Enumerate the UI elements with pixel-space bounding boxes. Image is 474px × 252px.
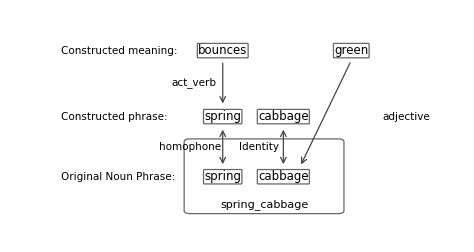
Text: Original Noun Phrase:: Original Noun Phrase: [61, 172, 175, 182]
Text: Constructed meaning:: Constructed meaning: [61, 46, 178, 56]
Text: Identity: Identity [239, 142, 279, 152]
Text: Constructed phrase:: Constructed phrase: [61, 112, 168, 121]
Text: bounces: bounces [198, 44, 247, 57]
Text: green: green [334, 44, 368, 57]
Text: spring: spring [204, 110, 241, 123]
Text: cabbage: cabbage [258, 110, 309, 123]
Text: spring_cabbage: spring_cabbage [220, 199, 309, 210]
Text: homophone: homophone [159, 142, 221, 152]
FancyBboxPatch shape [184, 139, 344, 214]
Text: spring: spring [204, 170, 241, 183]
Text: cabbage: cabbage [258, 170, 309, 183]
Text: adjective: adjective [383, 112, 430, 121]
Text: act_verb: act_verb [171, 77, 216, 88]
